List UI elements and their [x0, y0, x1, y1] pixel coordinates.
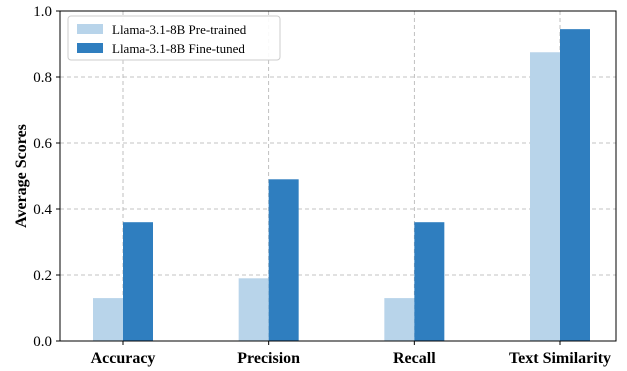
bars: [93, 29, 590, 342]
y-tick-label: 1.0: [33, 4, 52, 20]
legend-box: [67, 15, 281, 61]
y-tick-label: 0.6: [33, 136, 52, 152]
legend: Llama-3.1-8B Pre-trained Llama-3.1-8B Fin…: [67, 15, 281, 61]
y-axis-ticks: 0.0 0.2 0.4 0.6 0.8 1.0: [33, 4, 60, 350]
legend-swatch: [77, 24, 103, 34]
legend-swatch: [77, 43, 103, 53]
x-tick-label: Text Similarity: [509, 350, 611, 367]
bar-finetuned-precision: [268, 179, 299, 341]
x-axis-ticks: Accuracy Precision Recall Text Similarity: [91, 341, 611, 367]
y-tick-label: 0.4: [33, 202, 52, 218]
y-tick-label: 0.8: [33, 70, 52, 86]
axes: [59, 10, 617, 342]
x-tick-label: Recall: [393, 350, 436, 367]
legend-label: Llama-3.1-8B Pre-trained: [112, 22, 247, 37]
y-axis-title: Average Scores: [13, 124, 30, 228]
bar-finetuned-recall: [414, 222, 445, 341]
x-tick-label: Precision: [237, 350, 300, 367]
bar-pretrained-recall: [384, 298, 415, 341]
y-tick-label: 0.2: [33, 268, 52, 284]
legend-label: Llama-3.1-8B Fine-tuned: [112, 41, 245, 56]
bar-pretrained-text-similarity: [530, 52, 560, 341]
y-tick-label: 0.0: [33, 334, 52, 350]
plot-area-frame: [59, 10, 617, 342]
bar-pretrained-accuracy: [93, 298, 123, 341]
bar-finetuned-text-similarity: [560, 29, 590, 342]
bar-finetuned-accuracy: [123, 222, 153, 341]
bar-pretrained-precision: [238, 278, 269, 341]
x-tick-label: Accuracy: [91, 350, 156, 367]
